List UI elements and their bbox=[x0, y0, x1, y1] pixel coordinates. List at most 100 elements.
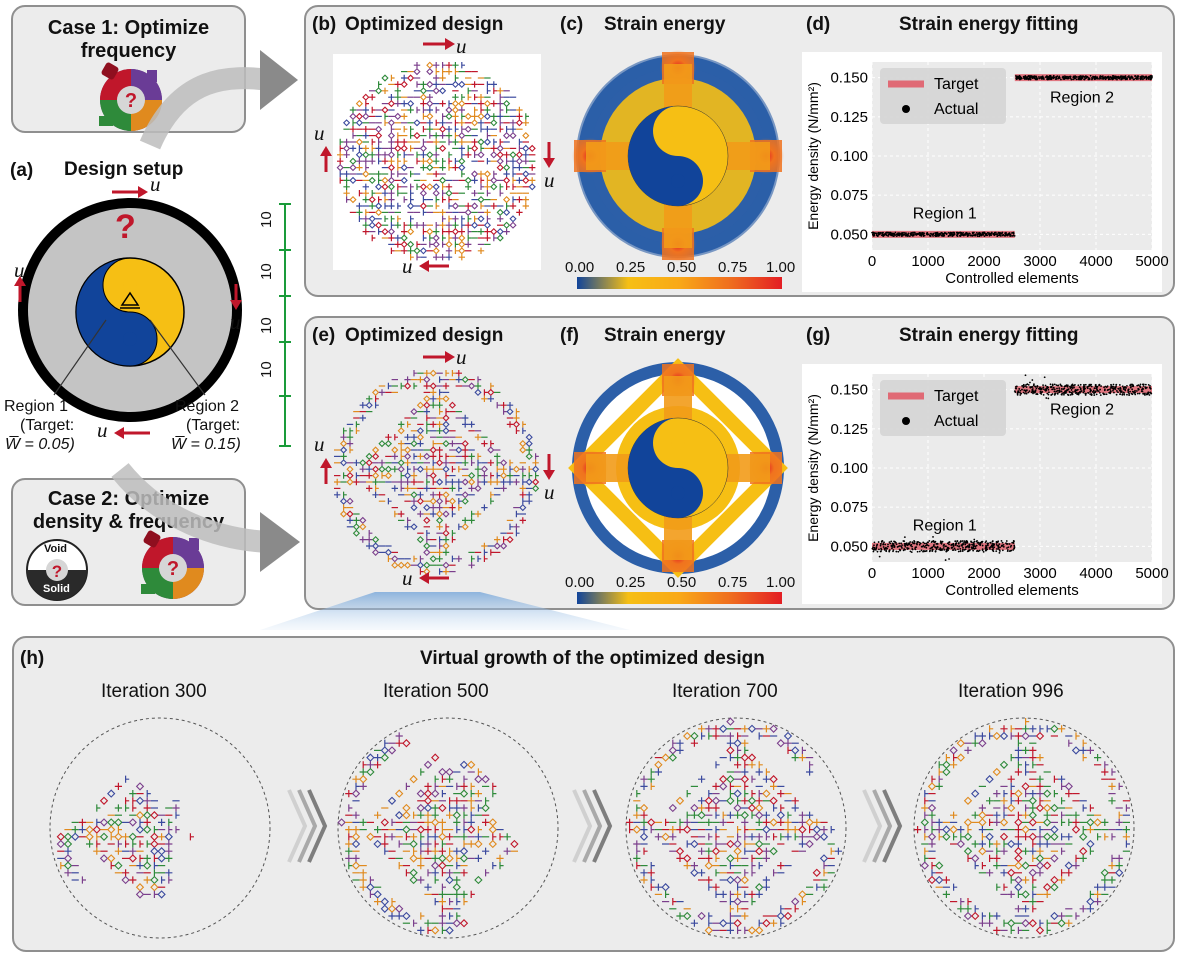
actual-point bbox=[1118, 384, 1121, 386]
actual-point bbox=[1075, 76, 1078, 78]
u-label-b-bottom: u bbox=[402, 254, 413, 278]
actual-point bbox=[1121, 393, 1124, 396]
actual-point bbox=[903, 233, 906, 236]
load-arrows-e bbox=[320, 351, 555, 584]
actual-point bbox=[1040, 391, 1043, 394]
actual-point bbox=[972, 549, 975, 552]
setup-u-left: u bbox=[14, 258, 25, 282]
actual-point bbox=[1079, 383, 1082, 386]
grown-tiles bbox=[56, 775, 194, 899]
actual-point bbox=[1069, 77, 1072, 80]
actual-point bbox=[1098, 384, 1101, 387]
actual-point bbox=[968, 545, 971, 547]
actual-point bbox=[1110, 385, 1113, 388]
actual-point bbox=[1001, 549, 1004, 552]
actual-point bbox=[982, 550, 985, 553]
panel-e-title: Optimized design bbox=[345, 325, 504, 346]
actual-point bbox=[872, 231, 875, 234]
actual-point bbox=[1096, 76, 1099, 79]
actual-point bbox=[879, 543, 882, 545]
actual-point bbox=[1064, 76, 1067, 79]
u-label-b-right: u bbox=[544, 168, 555, 192]
actual-point bbox=[1082, 75, 1084, 78]
actual-point bbox=[1099, 394, 1102, 396]
actual-point bbox=[1006, 547, 1008, 549]
actual-point bbox=[1128, 392, 1131, 395]
actual-point bbox=[912, 542, 915, 545]
actual-point bbox=[933, 541, 936, 544]
actual-point bbox=[913, 542, 916, 545]
actual-point bbox=[981, 549, 984, 552]
legend-actual-swatch bbox=[902, 417, 910, 425]
actual-point bbox=[1058, 387, 1061, 390]
actual-point bbox=[1052, 386, 1055, 389]
y-tick-label: 0.100 bbox=[830, 148, 868, 165]
actual-point bbox=[981, 231, 984, 234]
region2-target-label: (Target: bbox=[186, 417, 241, 434]
actual-point bbox=[1087, 78, 1090, 81]
actual-point bbox=[915, 542, 918, 545]
actual-point bbox=[939, 547, 942, 549]
actual-point bbox=[1047, 393, 1050, 396]
actual-point bbox=[880, 541, 883, 543]
legend-actual-label: Actual bbox=[934, 101, 978, 118]
actual-point bbox=[945, 550, 948, 553]
actual-point bbox=[873, 541, 876, 544]
actual-point bbox=[1118, 389, 1121, 392]
growth-stage-700 bbox=[625, 717, 847, 939]
actual-point bbox=[978, 232, 981, 235]
actual-point bbox=[1093, 76, 1095, 78]
colorbar-f-tick-3: 0.75 bbox=[718, 574, 748, 591]
actual-point bbox=[1115, 75, 1117, 78]
actual-point bbox=[962, 546, 964, 549]
actual-point bbox=[1146, 392, 1149, 395]
actual-point bbox=[1150, 74, 1152, 77]
colorbar-c-tick-4: 1.00 bbox=[766, 259, 796, 276]
actual-point bbox=[978, 543, 980, 545]
actual-point bbox=[913, 231, 916, 234]
actual-point bbox=[935, 547, 938, 549]
actual-point bbox=[1012, 541, 1015, 544]
actual-point bbox=[1056, 389, 1059, 392]
actual-point bbox=[1053, 394, 1056, 396]
actual-point bbox=[888, 541, 891, 544]
actual-point bbox=[1079, 388, 1082, 391]
actual-point bbox=[1131, 385, 1134, 388]
actual-point bbox=[1046, 75, 1048, 77]
actual-point bbox=[1148, 394, 1151, 396]
actual-point bbox=[1087, 392, 1090, 394]
actual-point bbox=[1024, 74, 1027, 77]
actual-point bbox=[1047, 386, 1050, 389]
actual-point bbox=[1019, 394, 1022, 396]
y-tick-label: 0.150 bbox=[830, 382, 868, 399]
actual-point bbox=[890, 540, 893, 543]
actual-point bbox=[1016, 391, 1019, 394]
actual-point bbox=[880, 547, 882, 550]
case2-box: Case 2: Optimize density & frequency ? V… bbox=[11, 478, 246, 606]
actual-point bbox=[1117, 387, 1120, 390]
y-axis-label: Energy density (N/mm²) bbox=[805, 82, 821, 230]
actual-point bbox=[1018, 388, 1021, 390]
actual-point bbox=[998, 543, 1001, 546]
actual-point bbox=[988, 234, 991, 237]
actual-point bbox=[1025, 392, 1028, 395]
region1-annotation: Region 1 bbox=[913, 205, 977, 222]
tile-puzzle-icon: ? bbox=[99, 62, 162, 131]
growth-stage-300 bbox=[49, 717, 271, 939]
actual-point bbox=[1069, 385, 1071, 388]
actual-point bbox=[990, 232, 993, 235]
actual-point bbox=[1116, 76, 1118, 79]
actual-point bbox=[901, 232, 903, 234]
actual-point bbox=[1100, 76, 1102, 78]
actual-point bbox=[899, 549, 901, 552]
actual-point bbox=[1003, 234, 1006, 237]
actual-point bbox=[1055, 384, 1058, 387]
x-tick-label: 0 bbox=[868, 253, 876, 270]
actual-point bbox=[910, 543, 913, 546]
actual-point bbox=[987, 542, 990, 545]
actual-point bbox=[903, 544, 906, 547]
actual-point bbox=[1024, 389, 1027, 392]
region1-annotation: Region 1 bbox=[913, 517, 977, 534]
actual-point bbox=[1022, 384, 1025, 387]
actual-point bbox=[948, 541, 950, 544]
